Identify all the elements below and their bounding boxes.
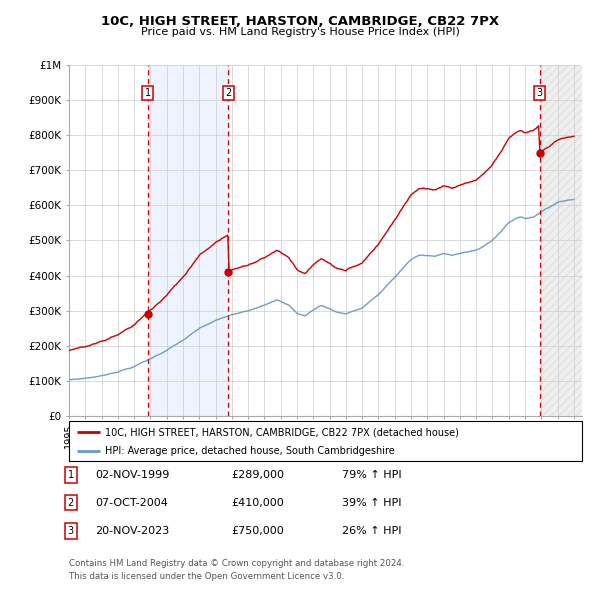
Text: 02-NOV-1999: 02-NOV-1999 [95,470,169,480]
Text: 10C, HIGH STREET, HARSTON, CAMBRIDGE, CB22 7PX: 10C, HIGH STREET, HARSTON, CAMBRIDGE, CB… [101,15,499,28]
Text: 3: 3 [536,88,543,98]
Text: 1: 1 [145,88,151,98]
Text: 20-NOV-2023: 20-NOV-2023 [95,526,169,536]
Bar [539,65,582,416]
Text: 79% ↑ HPI: 79% ↑ HPI [342,470,401,480]
Bar [539,65,582,416]
FancyBboxPatch shape [69,421,582,461]
Text: 2: 2 [225,88,231,98]
Text: £750,000: £750,000 [231,526,284,536]
Text: £289,000: £289,000 [231,470,284,480]
Text: This data is licensed under the Open Government Licence v3.0.: This data is licensed under the Open Gov… [69,572,344,581]
Text: HPI: Average price, detached house, South Cambridgeshire: HPI: Average price, detached house, Sout… [105,445,395,455]
Text: 3: 3 [68,526,74,536]
Text: 1: 1 [68,470,74,480]
Text: 2: 2 [68,498,74,507]
Text: 26% ↑ HPI: 26% ↑ HPI [342,526,401,536]
Text: 10C, HIGH STREET, HARSTON, CAMBRIDGE, CB22 7PX (detached house): 10C, HIGH STREET, HARSTON, CAMBRIDGE, CB… [105,427,459,437]
Text: 39% ↑ HPI: 39% ↑ HPI [342,498,401,507]
Text: Contains HM Land Registry data © Crown copyright and database right 2024.: Contains HM Land Registry data © Crown c… [69,559,404,568]
Bar [148,65,228,416]
Text: 07-OCT-2004: 07-OCT-2004 [95,498,167,507]
Text: Price paid vs. HM Land Registry's House Price Index (HPI): Price paid vs. HM Land Registry's House … [140,27,460,37]
Text: £410,000: £410,000 [231,498,284,507]
